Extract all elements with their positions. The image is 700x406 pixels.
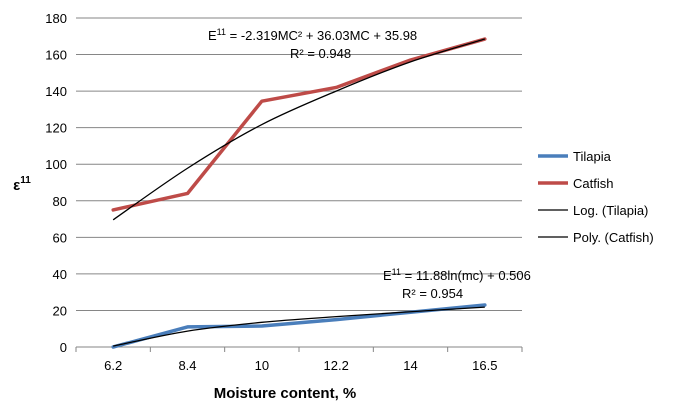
axes [75, 346, 523, 352]
y-tick-label: 60 [53, 230, 67, 245]
x-axis-label: Moisture content, % [214, 385, 357, 402]
x-tick-label: 10 [255, 358, 269, 373]
x-tick-label: 16.5 [472, 358, 497, 373]
legend: Tilapia Catfish Log. (Tilapia) Poly. (Catfi… [538, 149, 654, 245]
x-tick-label: 8.4 [178, 358, 196, 373]
legend-label: Poly. (Catfish) [573, 230, 654, 245]
x-tick-label: 12.2 [324, 358, 349, 373]
trendline-poly-catfish [112, 38, 486, 221]
y-tick-label: 20 [53, 303, 67, 318]
tilapia-r2: R² = 0.954 [402, 286, 463, 301]
catfish-r2: R² = 0.948 [290, 46, 351, 61]
y-tick-label: 180 [45, 11, 67, 26]
x-tick-label: 6.2 [104, 358, 122, 373]
series-line-tilapia [111, 303, 487, 349]
series-line-catfish [111, 37, 487, 212]
y-tick-label: 100 [45, 157, 67, 172]
y-tick-label: 0 [60, 340, 67, 355]
y-axis-label: ε11 [13, 175, 31, 194]
tilapia-equation: E11 = 11.88ln(mc) + 0.506 [383, 267, 531, 283]
y-tick-label: 40 [53, 267, 67, 282]
x-tick-labels: 6.2 8.4 10 12.2 14 16.5 [104, 358, 497, 373]
legend-label: Catfish [573, 176, 613, 191]
y-tick-label: 140 [45, 84, 67, 99]
y-tick-label: 160 [45, 48, 67, 63]
x-tick-label: 14 [403, 358, 417, 373]
catfish-equation: E11 = -2.319MC² + 36.03MC + 35.98 [208, 27, 417, 43]
y-tick-labels: 0 20 40 60 80 100 120 140 160 180 [45, 11, 67, 355]
gridlines [76, 17, 522, 311]
y-tick-label: 120 [45, 121, 67, 136]
legend-label: Tilapia [573, 149, 612, 164]
series-lines [111, 37, 487, 349]
legend-label: Log. (Tilapia) [573, 203, 648, 218]
trendline-log-tilapia [113, 306, 485, 347]
y-tick-label: 80 [53, 194, 67, 209]
